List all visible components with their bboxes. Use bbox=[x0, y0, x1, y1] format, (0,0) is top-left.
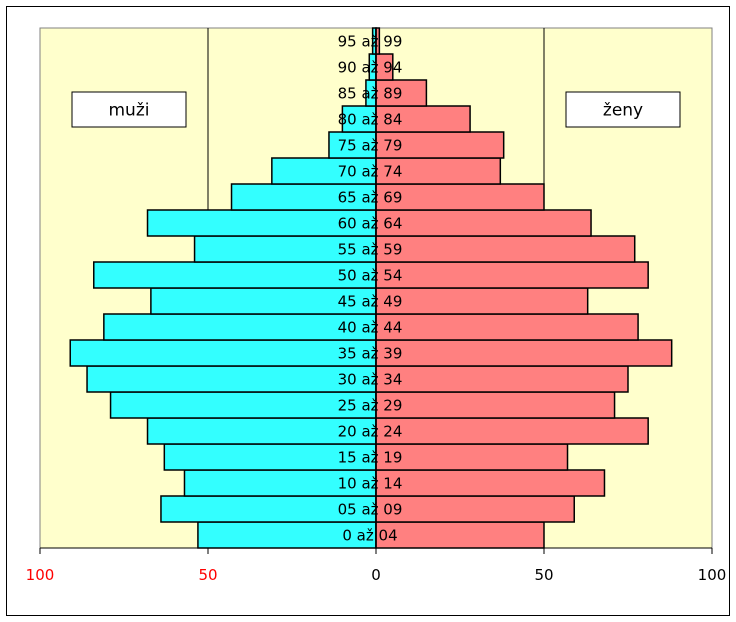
legend-box-male bbox=[71, 91, 187, 128]
bar-male bbox=[150, 287, 377, 315]
bar-female bbox=[375, 131, 505, 159]
bar-female bbox=[375, 443, 569, 471]
bar-female bbox=[375, 209, 592, 237]
category-label: 0 až 04 bbox=[342, 527, 397, 545]
legend-label-female: ženy bbox=[603, 101, 643, 121]
chart-frame: 0 až 04 05 až 09 10 až 14 15 až 19 20 až 24 2… bbox=[6, 6, 730, 616]
category-label: 60 až 64 bbox=[338, 215, 403, 233]
x-tick-label: 50 bbox=[198, 566, 217, 584]
bar-male bbox=[103, 313, 377, 341]
bar-male bbox=[193, 235, 377, 263]
x-tick-label: 100 bbox=[26, 566, 55, 584]
bar-male bbox=[146, 209, 377, 237]
category-label: 80 až 84 bbox=[338, 111, 403, 129]
bar-female bbox=[375, 391, 616, 419]
bar-female bbox=[375, 79, 428, 107]
bar-male bbox=[341, 105, 377, 133]
bar-female bbox=[375, 183, 545, 211]
bar-male bbox=[271, 157, 377, 185]
bar-female bbox=[375, 495, 575, 523]
x-tick-label: 100 bbox=[698, 566, 727, 584]
category-label: 75 až 79 bbox=[338, 137, 403, 155]
category-label: 50 až 54 bbox=[338, 267, 403, 285]
category-label: 25 až 29 bbox=[338, 397, 403, 415]
category-label: 90 až 94 bbox=[338, 59, 403, 77]
bar-female bbox=[375, 469, 606, 497]
bar-male bbox=[160, 495, 377, 523]
bar-male bbox=[183, 469, 377, 497]
category-label: 70 až 74 bbox=[338, 163, 403, 181]
bar-male bbox=[69, 339, 377, 367]
category-label: 30 až 34 bbox=[338, 371, 403, 389]
bar-male bbox=[93, 261, 377, 289]
bar-female bbox=[375, 261, 649, 289]
category-label: 10 až 14 bbox=[338, 475, 403, 493]
legend-box-female bbox=[565, 91, 681, 128]
category-label: 95 až 99 bbox=[338, 33, 403, 51]
category-label: 55 až 59 bbox=[338, 241, 403, 259]
category-label: 85 až 89 bbox=[338, 85, 403, 103]
bar-male bbox=[146, 417, 377, 445]
category-label: 05 až 09 bbox=[338, 501, 403, 519]
x-tick-label: 50 bbox=[534, 566, 553, 584]
category-label: 15 až 19 bbox=[338, 449, 403, 467]
bar-female bbox=[375, 235, 636, 263]
legend-label-male: muži bbox=[109, 101, 150, 121]
bar-male bbox=[86, 365, 377, 393]
bar-female bbox=[375, 157, 502, 185]
category-label: 45 až 49 bbox=[338, 293, 403, 311]
bar-female bbox=[375, 521, 545, 549]
x-tick-label: 0 bbox=[371, 566, 381, 584]
bar-female bbox=[375, 417, 649, 445]
bar-female bbox=[375, 313, 639, 341]
bar-female bbox=[375, 287, 589, 315]
category-label: 20 až 24 bbox=[338, 423, 403, 441]
bar-female bbox=[375, 339, 673, 367]
category-label: 35 až 39 bbox=[338, 345, 403, 363]
category-label: 40 až 44 bbox=[338, 319, 403, 337]
population-pyramid-chart: 0 až 04 05 až 09 10 až 14 15 až 19 20 až 24 2… bbox=[26, 27, 727, 584]
bar-male bbox=[109, 391, 377, 419]
bar-female bbox=[375, 365, 629, 393]
bar-male bbox=[328, 131, 377, 159]
category-label: 65 až 69 bbox=[338, 189, 403, 207]
